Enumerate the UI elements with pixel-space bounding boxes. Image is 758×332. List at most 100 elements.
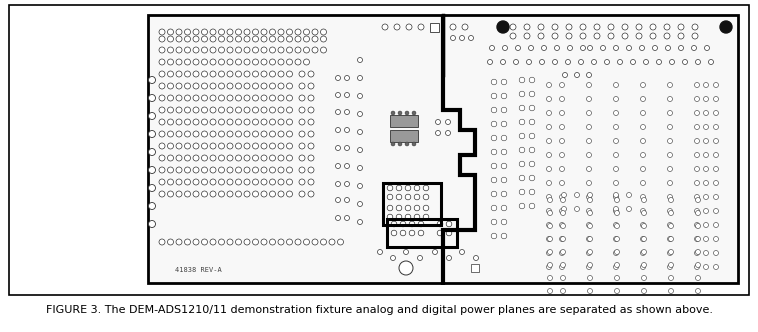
Circle shape bbox=[600, 45, 606, 50]
Circle shape bbox=[575, 72, 580, 77]
Circle shape bbox=[669, 198, 674, 203]
Bar bbox=[383, 183, 441, 225]
Circle shape bbox=[713, 181, 719, 186]
Circle shape bbox=[252, 29, 258, 35]
Circle shape bbox=[236, 107, 242, 113]
Circle shape bbox=[252, 191, 258, 197]
Circle shape bbox=[159, 119, 165, 125]
Circle shape bbox=[491, 93, 496, 99]
Circle shape bbox=[236, 239, 242, 245]
Circle shape bbox=[176, 179, 182, 185]
Circle shape bbox=[358, 165, 362, 171]
Circle shape bbox=[336, 145, 340, 150]
Circle shape bbox=[703, 167, 709, 172]
Circle shape bbox=[491, 121, 496, 127]
Circle shape bbox=[168, 47, 174, 53]
Circle shape bbox=[703, 181, 709, 186]
Circle shape bbox=[446, 120, 450, 124]
Circle shape bbox=[547, 289, 553, 293]
Circle shape bbox=[312, 239, 318, 245]
Circle shape bbox=[252, 179, 258, 185]
Circle shape bbox=[668, 265, 672, 270]
Circle shape bbox=[613, 207, 619, 211]
Circle shape bbox=[210, 83, 216, 89]
Circle shape bbox=[613, 208, 619, 213]
Circle shape bbox=[560, 210, 565, 215]
Circle shape bbox=[641, 152, 646, 157]
Circle shape bbox=[270, 167, 275, 173]
Circle shape bbox=[358, 57, 362, 62]
Circle shape bbox=[202, 107, 208, 113]
Circle shape bbox=[519, 175, 525, 181]
Circle shape bbox=[703, 265, 709, 270]
Circle shape bbox=[462, 24, 468, 30]
Circle shape bbox=[515, 45, 521, 50]
Circle shape bbox=[627, 193, 631, 198]
Circle shape bbox=[308, 119, 314, 125]
Circle shape bbox=[524, 24, 530, 30]
Circle shape bbox=[566, 24, 572, 30]
Circle shape bbox=[227, 107, 233, 113]
Circle shape bbox=[587, 198, 593, 203]
Circle shape bbox=[176, 143, 182, 149]
Circle shape bbox=[308, 191, 314, 197]
Circle shape bbox=[278, 131, 284, 137]
Circle shape bbox=[613, 97, 619, 102]
Circle shape bbox=[560, 289, 565, 293]
Circle shape bbox=[176, 59, 182, 65]
Circle shape bbox=[184, 239, 190, 245]
Circle shape bbox=[615, 250, 619, 255]
Circle shape bbox=[547, 236, 553, 241]
Circle shape bbox=[559, 236, 565, 241]
Circle shape bbox=[540, 59, 544, 64]
Circle shape bbox=[270, 59, 275, 65]
Circle shape bbox=[694, 152, 700, 157]
Circle shape bbox=[252, 119, 258, 125]
Circle shape bbox=[640, 45, 644, 50]
Circle shape bbox=[403, 250, 409, 255]
Circle shape bbox=[394, 24, 400, 30]
Circle shape bbox=[287, 167, 293, 173]
Circle shape bbox=[519, 161, 525, 167]
Circle shape bbox=[358, 129, 362, 134]
Circle shape bbox=[299, 155, 305, 161]
Circle shape bbox=[244, 119, 250, 125]
Circle shape bbox=[193, 36, 199, 42]
Circle shape bbox=[377, 250, 383, 255]
Circle shape bbox=[149, 220, 155, 227]
Circle shape bbox=[613, 152, 619, 157]
Circle shape bbox=[694, 111, 700, 116]
Circle shape bbox=[669, 223, 674, 228]
Circle shape bbox=[236, 29, 242, 35]
Circle shape bbox=[387, 185, 393, 191]
Circle shape bbox=[414, 185, 420, 191]
Circle shape bbox=[149, 95, 155, 102]
Circle shape bbox=[270, 107, 275, 113]
Circle shape bbox=[613, 193, 619, 198]
Circle shape bbox=[519, 119, 525, 125]
Circle shape bbox=[287, 155, 293, 161]
Circle shape bbox=[594, 24, 600, 30]
Circle shape bbox=[491, 107, 496, 113]
Circle shape bbox=[149, 76, 155, 84]
Circle shape bbox=[252, 143, 258, 149]
Circle shape bbox=[491, 149, 496, 155]
Circle shape bbox=[547, 167, 552, 172]
Circle shape bbox=[396, 214, 402, 220]
Circle shape bbox=[336, 215, 340, 220]
Circle shape bbox=[653, 45, 657, 50]
Circle shape bbox=[613, 222, 619, 227]
Bar bbox=[387, 219, 457, 247]
Circle shape bbox=[613, 111, 619, 116]
Circle shape bbox=[608, 24, 614, 30]
Circle shape bbox=[587, 193, 593, 198]
Circle shape bbox=[278, 155, 284, 161]
Circle shape bbox=[669, 250, 674, 255]
Circle shape bbox=[159, 36, 165, 42]
Circle shape bbox=[159, 143, 165, 149]
Circle shape bbox=[627, 207, 631, 211]
Circle shape bbox=[510, 24, 516, 30]
Circle shape bbox=[450, 36, 456, 41]
Circle shape bbox=[692, 24, 698, 30]
Circle shape bbox=[615, 289, 619, 293]
